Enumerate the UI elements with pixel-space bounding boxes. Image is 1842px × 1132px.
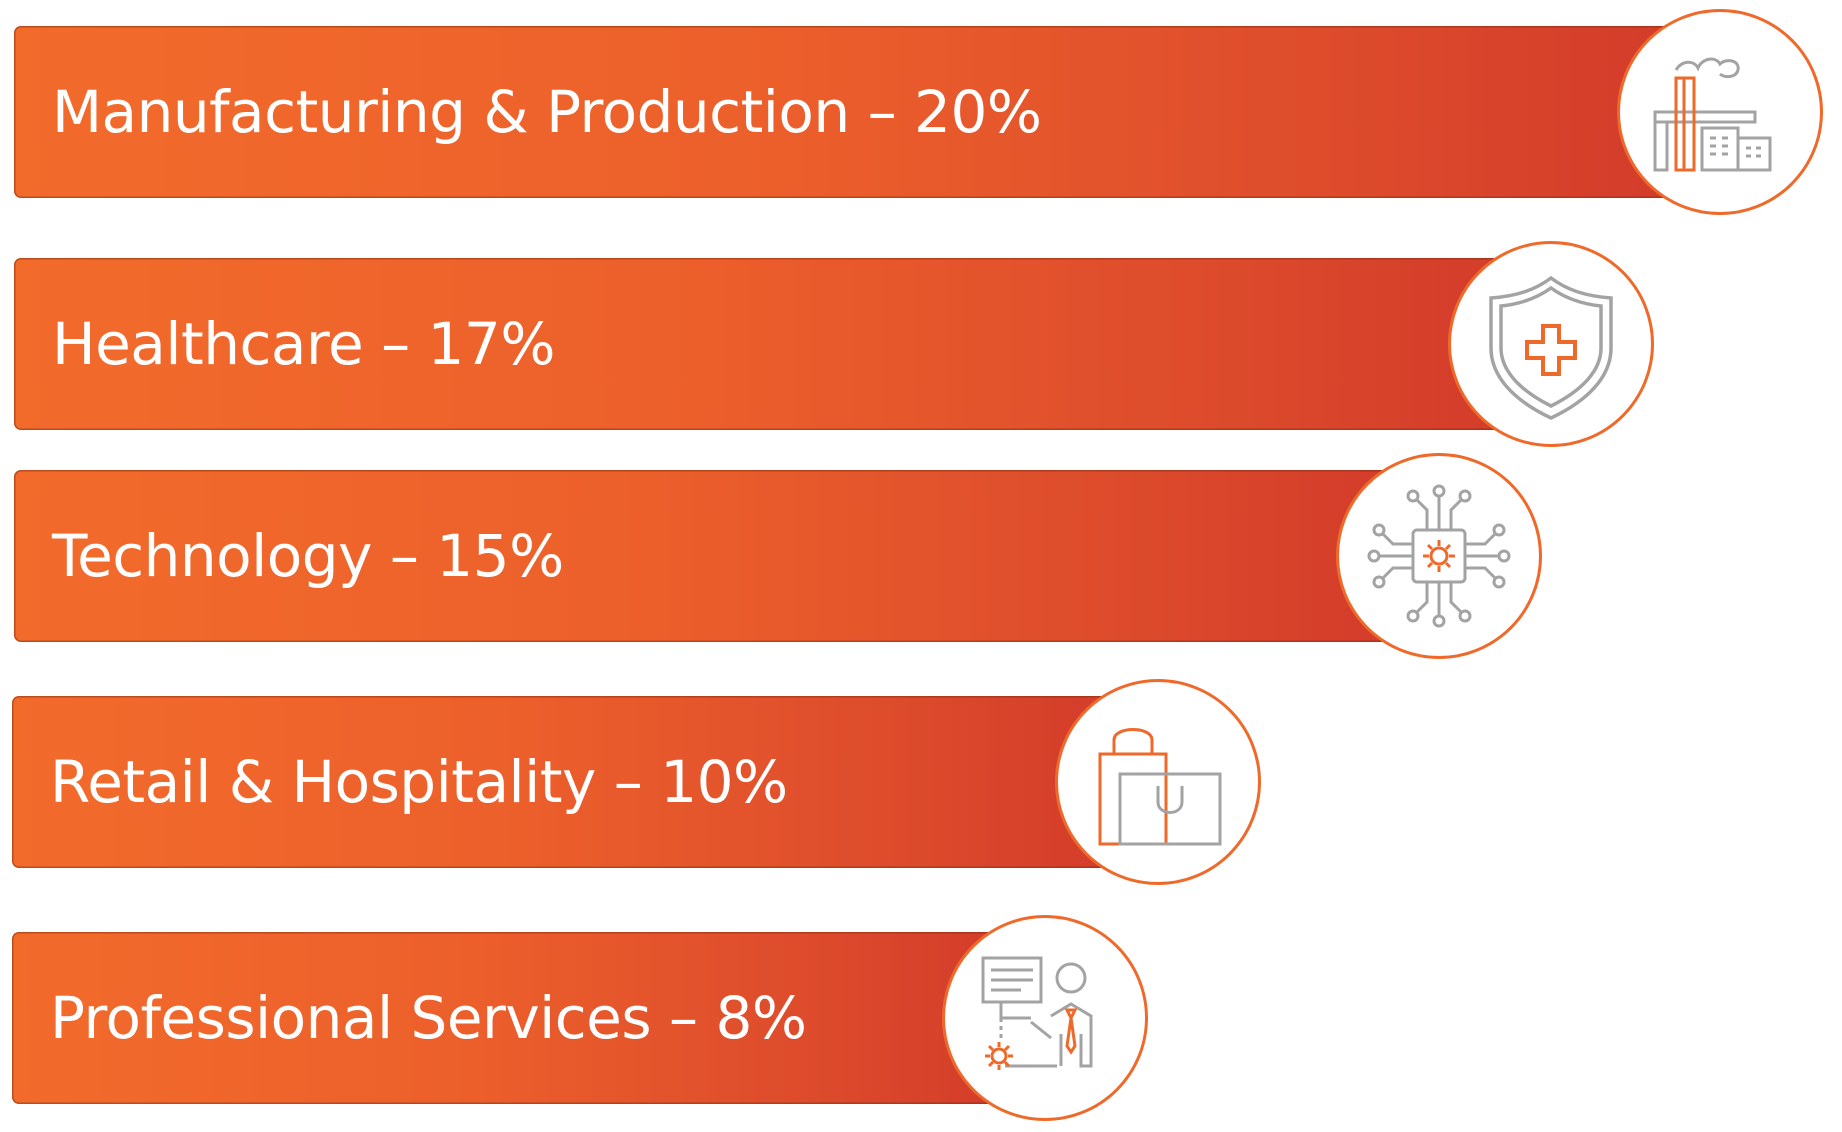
bar-row-retail: Retail & Hospitality – 10% bbox=[0, 670, 1842, 886]
circuit-chip-icon bbox=[1367, 484, 1511, 628]
bar-retail: Retail & Hospitality – 10% bbox=[12, 696, 1148, 868]
circuit-chip-icon-badge bbox=[1335, 453, 1542, 659]
bar-row-professional: Professional Services – 8% bbox=[0, 906, 1842, 1122]
bar-label-retail: Retail & Hospitality – 10% bbox=[50, 748, 788, 816]
shopping-bags-icon bbox=[1098, 728, 1221, 846]
factory-icon bbox=[1653, 57, 1772, 172]
bar-professional: Professional Services – 8% bbox=[12, 932, 1035, 1104]
bar-manufacturing: Manufacturing & Production – 20% bbox=[14, 26, 1710, 198]
bar-healthcare: Healthcare – 17% bbox=[14, 258, 1542, 430]
health-shield-icon bbox=[1489, 275, 1613, 420]
bar-row-manufacturing: Manufacturing & Production – 20% bbox=[0, 0, 1842, 216]
bar-label-professional: Professional Services – 8% bbox=[50, 984, 807, 1052]
health-shield-icon-badge bbox=[1448, 241, 1655, 447]
business-presenter-icon-badge bbox=[942, 915, 1148, 1121]
bar-row-technology: Technology – 15% bbox=[0, 444, 1842, 660]
shopping-bags-icon-badge bbox=[1054, 679, 1261, 885]
bar-label-healthcare: Healthcare – 17% bbox=[52, 310, 555, 378]
business-presenter-icon bbox=[981, 956, 1093, 1070]
bar-label-technology: Technology – 15% bbox=[52, 522, 564, 590]
bar-row-healthcare: Healthcare – 17% bbox=[0, 232, 1842, 448]
factory-icon-badge bbox=[1617, 9, 1823, 215]
bar-technology: Technology – 15% bbox=[14, 470, 1429, 642]
bar-label-manufacturing: Manufacturing & Production – 20% bbox=[52, 78, 1042, 146]
